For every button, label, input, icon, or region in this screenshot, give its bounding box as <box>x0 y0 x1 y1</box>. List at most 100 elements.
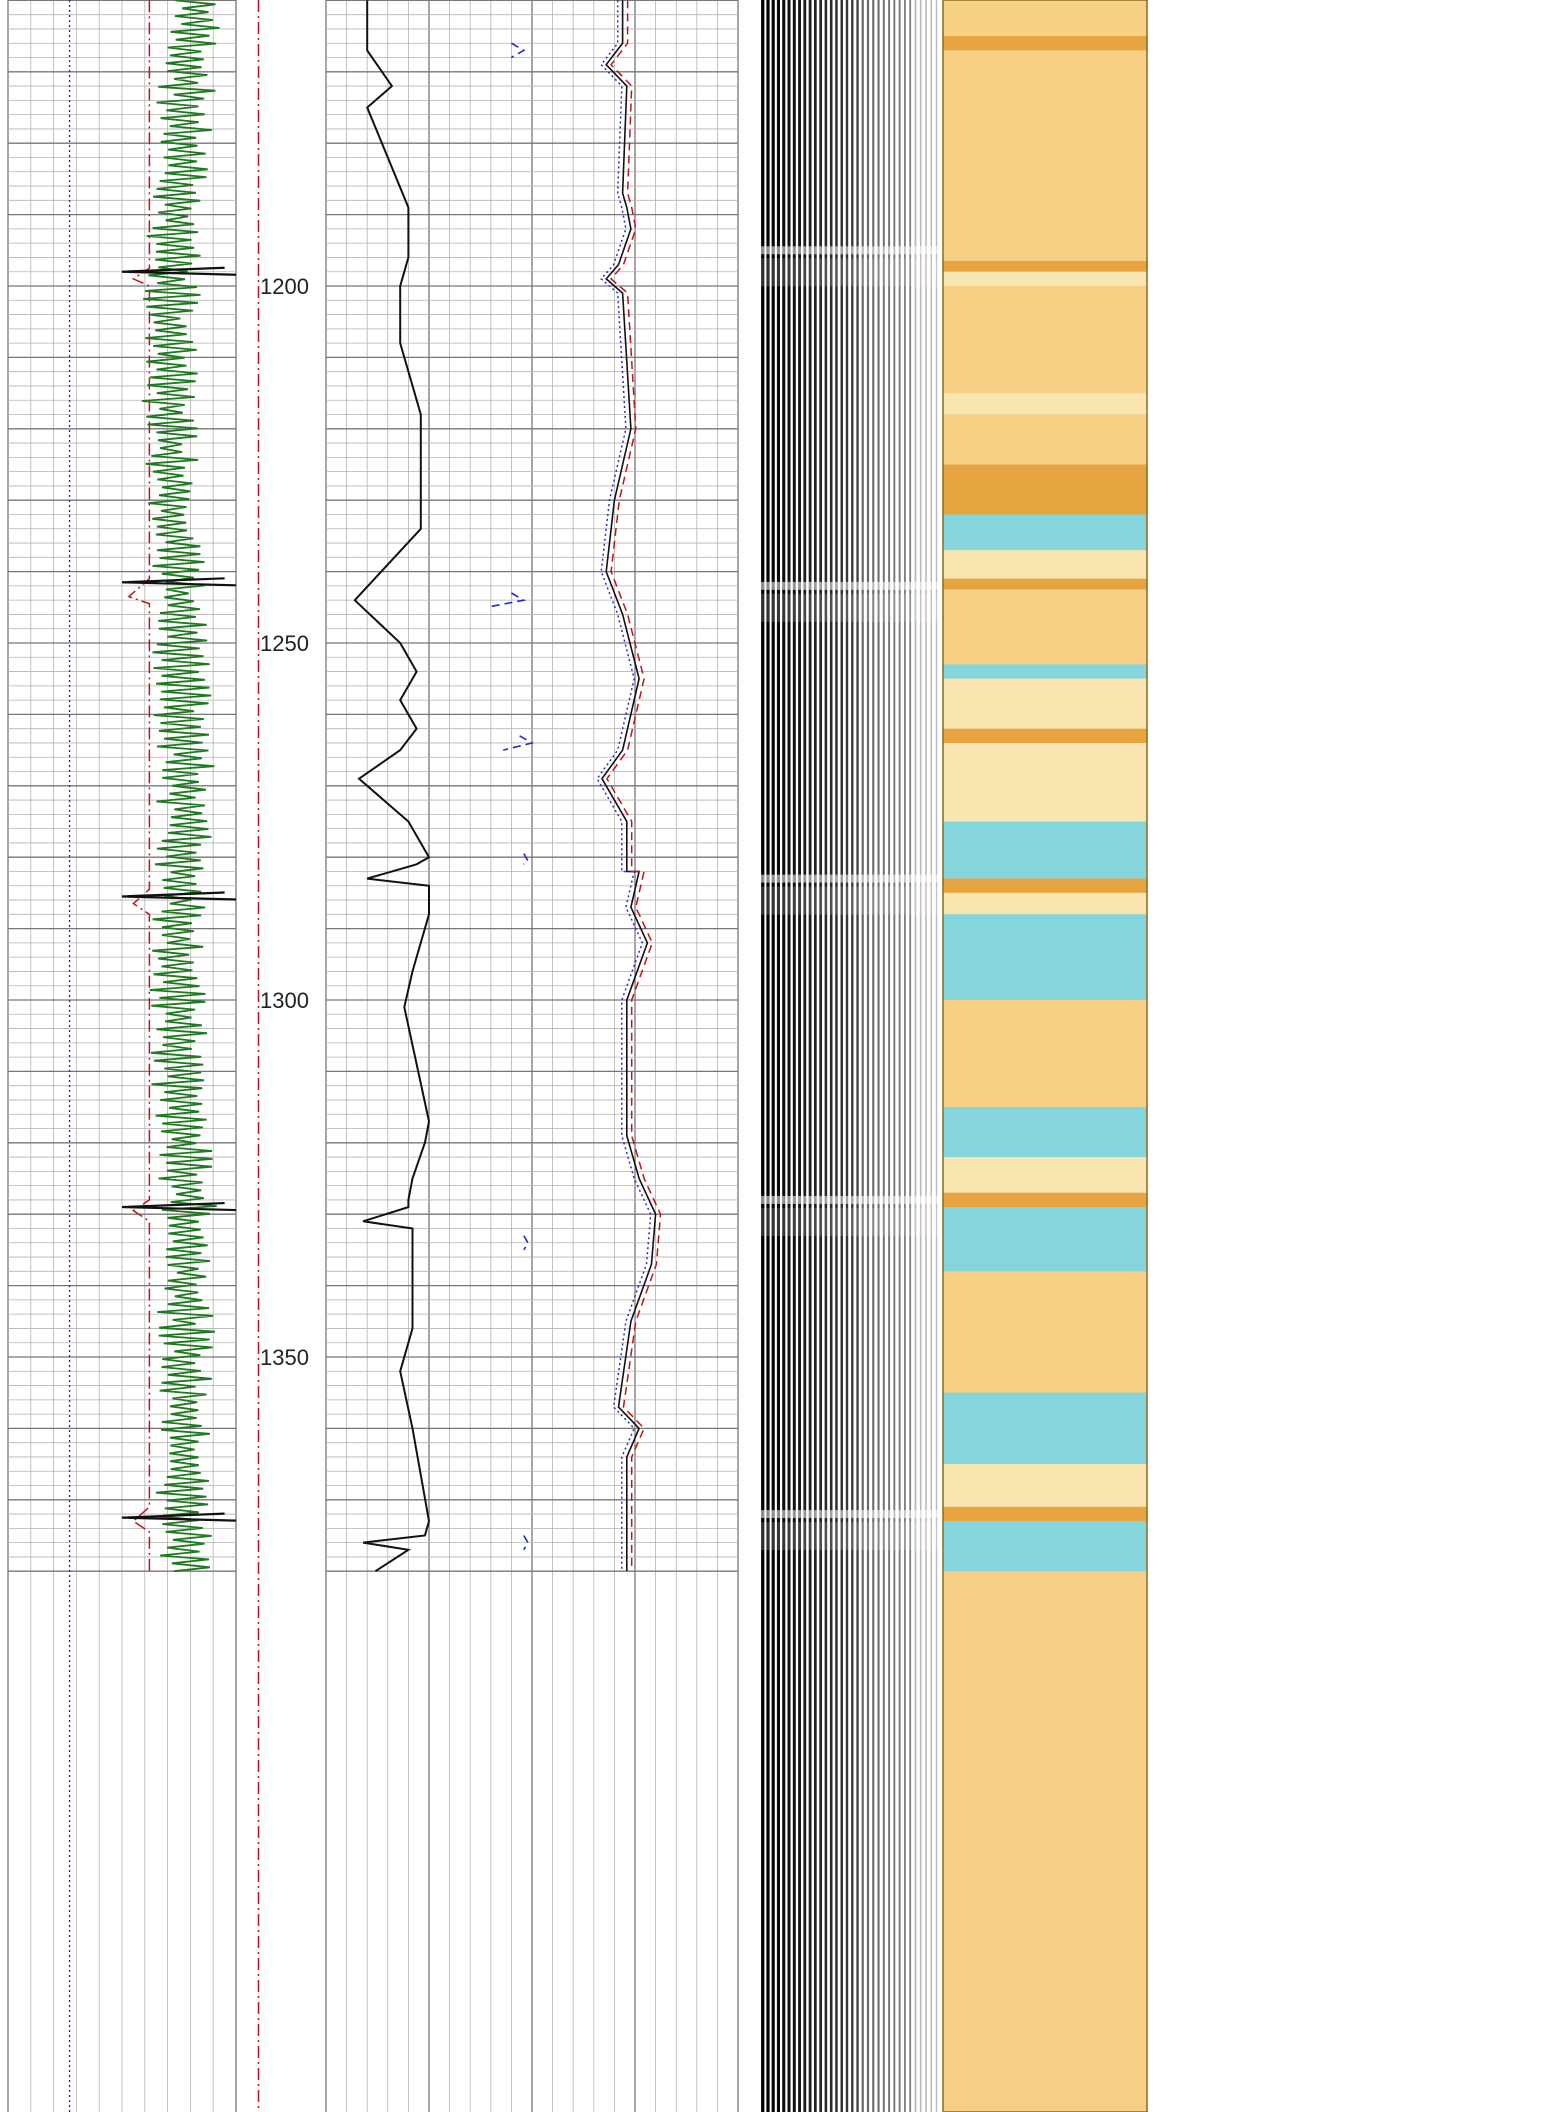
heatmap-band-light <box>943 892 1147 915</box>
waveform-trace <box>808 0 812 2112</box>
depth-label-1250: 1250 <box>260 631 309 656</box>
heatmap-band-dark <box>943 464 1147 515</box>
waveform-band <box>760 1207 940 1236</box>
track-1-spike <box>121 1512 237 1522</box>
waveform-trace <box>888 0 891 2112</box>
track-3-blue-segment <box>523 1235 529 1251</box>
waveform-trace <box>914 0 917 2112</box>
waveform-trace <box>935 0 938 2112</box>
waveform-trace <box>824 0 828 2112</box>
depth-labels: 1200 1250 1300 1350 <box>260 274 309 1370</box>
waveform-trace <box>792 0 796 2112</box>
waveform-trace <box>851 0 854 2112</box>
waveform-trace <box>925 0 927 2112</box>
waveform-trace <box>771 0 775 2112</box>
waveform-trace <box>776 0 780 2112</box>
heatmap-band-dark <box>943 1506 1147 1522</box>
heatmap-band-light <box>943 743 1147 822</box>
heatmap-band-cyan <box>943 514 1147 551</box>
heatmap-band-tan <box>943 286 1147 394</box>
waveform-band <box>760 246 940 255</box>
waveform-trace <box>787 0 791 2112</box>
depth-label-1200: 1200 <box>260 274 309 299</box>
track-3-blue-segment <box>503 735 535 751</box>
track-backgrounds <box>760 0 1148 2112</box>
heatmap-band-dark <box>943 878 1147 893</box>
track-3-blue-segment <box>523 1535 529 1551</box>
track-1-spike <box>121 891 237 901</box>
heatmap-band-dark <box>943 728 1147 743</box>
waveform-trace <box>904 0 906 2112</box>
waveform-trace <box>861 0 864 2112</box>
track-1-grid <box>7 0 237 2112</box>
heatmap-band-dark <box>943 261 1147 272</box>
track-1-spike <box>121 577 237 587</box>
waveform-trace <box>840 0 843 2112</box>
waveform-trace <box>782 0 786 2112</box>
depth-label-1350: 1350 <box>260 1345 309 1370</box>
grid-lines <box>7 0 739 2112</box>
waveform-band <box>760 1195 940 1204</box>
heatmap-band-cyan <box>943 1392 1147 1465</box>
waveform-trace <box>919 0 922 2112</box>
track-1-spike <box>121 1201 237 1212</box>
heatmap-band-light <box>943 271 1147 286</box>
waveform-trace <box>898 0 901 2112</box>
heatmap-band-cyan <box>943 821 1147 879</box>
heatmap-band-tan <box>943 1271 1147 1393</box>
log-curves <box>68 0 662 2112</box>
waveform-band <box>760 581 940 590</box>
heatmap-band-tan <box>943 50 1147 258</box>
waveform-trace <box>814 0 817 2112</box>
heatmap-band-tan <box>943 0 1147 37</box>
heatmap-border <box>942 0 1148 2112</box>
track-3-right-curve <box>601 0 657 1572</box>
waveform-trace <box>803 0 807 2112</box>
heatmap-band-cyan <box>943 1521 1147 1572</box>
track-3-blue-right-curve <box>596 0 652 1572</box>
heatmap-band-light <box>943 550 1147 579</box>
waveform-trace <box>930 0 932 2112</box>
heatmap-band-cyan <box>943 1207 1147 1272</box>
waveform-trace <box>877 0 880 2112</box>
track-3-grid <box>325 0 739 2112</box>
heatmap-band-dark <box>943 578 1147 590</box>
track-1-spike <box>121 266 237 276</box>
heatmap-band-light <box>943 1464 1147 1507</box>
waveform-band <box>760 593 940 622</box>
track-1-stepped-curve <box>127 0 151 1572</box>
waveform-trace <box>909 0 912 2112</box>
waveform-trace <box>866 0 870 2112</box>
heatmap-band-light <box>943 678 1147 729</box>
waveform-trace <box>856 0 859 2112</box>
waveform-trace <box>835 0 838 2112</box>
heatmap-band-light <box>943 1157 1147 1193</box>
waveform-trace <box>761 0 765 2112</box>
heatmap-band-tan <box>943 589 1147 665</box>
track-3-blue-segment <box>510 42 526 59</box>
waveform-trace <box>893 0 896 2112</box>
waveform-trace <box>872 0 875 2112</box>
waveform-trace <box>819 0 822 2112</box>
waveform-band <box>760 874 940 883</box>
track-3-red-right-curve <box>606 0 662 1572</box>
waveform-trace <box>882 0 885 2112</box>
track-3-blue-segment <box>486 592 527 609</box>
waveform-band <box>760 886 940 915</box>
heatmap-band-cyan <box>943 664 1147 679</box>
heatmap-band-dark <box>943 1192 1147 1208</box>
heatmap-band-cyan <box>943 914 1147 1000</box>
waveform-band <box>760 258 940 287</box>
waveform-trace <box>766 0 770 2112</box>
heatmap-band-dark <box>943 36 1147 51</box>
waveform-band <box>760 1510 940 1519</box>
heatmap-band-tan <box>943 1000 1147 1108</box>
heatmap-band-light <box>943 393 1147 415</box>
waveform-band <box>760 1522 940 1551</box>
track-3-blue-segment <box>523 853 529 865</box>
heatmap-band-tan <box>943 414 1147 465</box>
track-4-waveform <box>760 0 940 2112</box>
waveform-trace <box>845 0 849 2112</box>
heatmap-band-cyan <box>943 1107 1147 1158</box>
